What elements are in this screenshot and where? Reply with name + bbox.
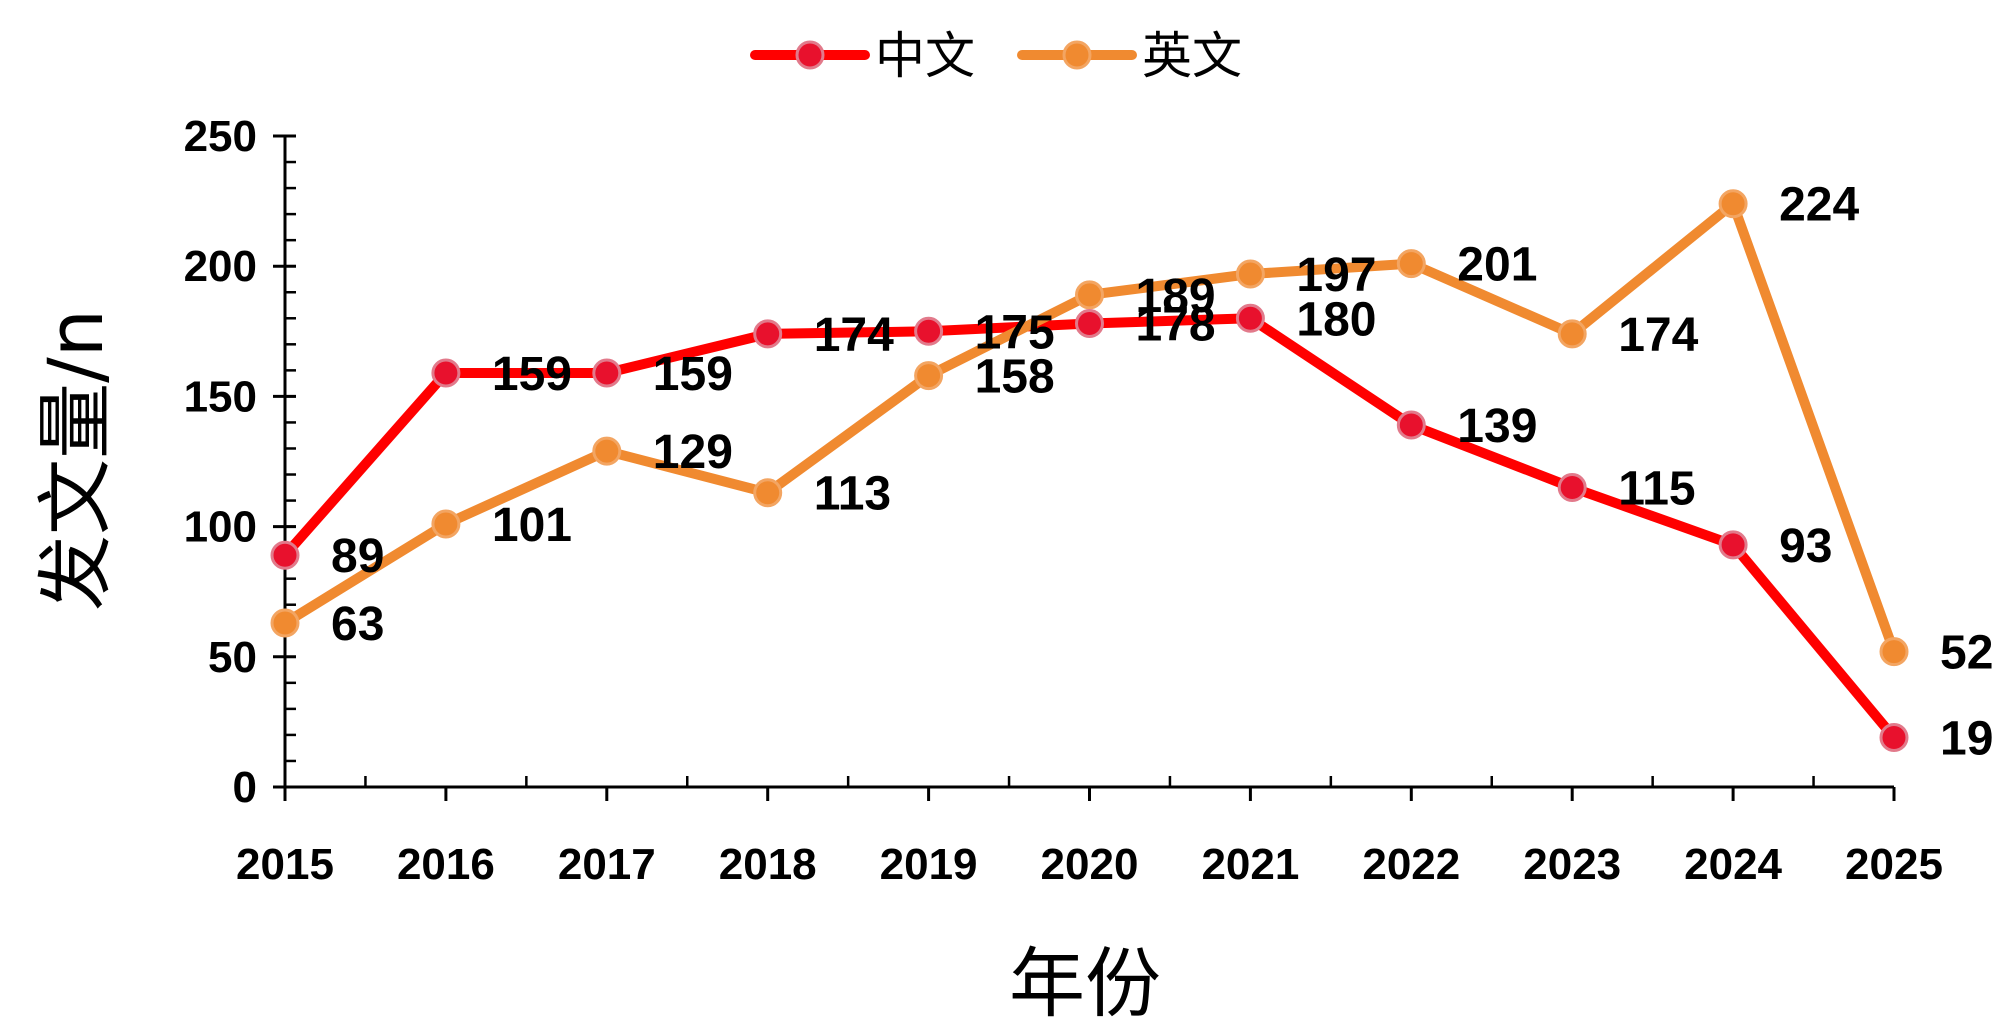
y-tick-label: 250: [184, 112, 257, 161]
data-point-chinese: [1235, 303, 1265, 333]
x-tick-label: 2018: [719, 840, 817, 889]
x-tick-label: 2022: [1362, 840, 1460, 889]
data-point-english: [1879, 637, 1909, 667]
data-label-chinese: 180: [1296, 293, 1376, 346]
data-point-english: [270, 608, 300, 638]
data-point-chinese: [431, 358, 461, 388]
x-tick-label: 2019: [880, 840, 978, 889]
x-tick-label: 2015: [236, 840, 334, 889]
data-label-english: 197: [1296, 249, 1376, 302]
data-point-english: [1557, 319, 1587, 349]
data-labels: 89 159 159 174 175 178 180 139 115 93 19 63 101 129 11…: [331, 179, 1993, 766]
legend-label: 中文: [875, 27, 975, 85]
data-label-chinese: 93: [1779, 520, 1832, 573]
data-point-chinese: [1396, 410, 1426, 440]
data-label-english: 174: [1618, 309, 1698, 362]
data-point-english: [1718, 189, 1748, 219]
data-label-english: 201: [1457, 239, 1537, 292]
x-tick-label: 2017: [558, 840, 656, 889]
data-label-english: 113: [814, 468, 891, 521]
data-label-chinese: 175: [975, 306, 1055, 359]
data-label-english: 63: [331, 598, 384, 651]
data-point-chinese: [1879, 723, 1909, 753]
y-tick-label: 200: [184, 242, 257, 291]
legend-swatch-marker: [795, 40, 825, 70]
legend-label: 英文: [1142, 27, 1242, 85]
legend-swatch-marker: [1062, 40, 1092, 70]
y-tick-label: 50: [208, 633, 257, 682]
axes: 0 50 100 150 200 250 2015 2016 2017 2018 2019 2020 2…: [184, 112, 1943, 889]
legend: 中文 英文: [750, 27, 1242, 85]
data-label-chinese: 178: [1136, 298, 1216, 351]
x-tick-label: 2025: [1845, 840, 1943, 889]
x-tick-label: 2020: [1041, 840, 1139, 889]
x-tick-label: 2016: [397, 840, 495, 889]
data-point-chinese: [592, 358, 622, 388]
x-tick-label: 2021: [1201, 840, 1299, 889]
data-point-english: [1235, 259, 1265, 289]
data-point-english: [1075, 280, 1104, 310]
data-label-chinese: 159: [492, 348, 572, 401]
data-label-chinese: 159: [653, 348, 733, 401]
y-axis-title: 发文量/n: [31, 309, 120, 611]
data-point-chinese: [914, 316, 944, 346]
data-point-english: [431, 509, 461, 539]
y-tick-label: 100: [184, 503, 257, 552]
y-tick-label: 150: [184, 372, 257, 421]
data-label-chinese: 115: [1618, 463, 1695, 516]
markers: [270, 189, 1909, 753]
data-label-chinese: 139: [1457, 400, 1537, 453]
data-point-english: [1396, 249, 1426, 279]
data-point-english: [753, 478, 783, 508]
data-label-chinese: 89: [331, 530, 384, 583]
data-point-chinese: [1075, 308, 1104, 338]
data-label-english: 129: [653, 426, 733, 479]
data-point-chinese: [270, 540, 300, 570]
data-point-chinese: [1557, 473, 1587, 503]
data-label-english: 52: [1940, 627, 1993, 680]
x-axis-title: 年份: [1009, 939, 1161, 1028]
x-tick-label: 2024: [1684, 840, 1782, 889]
data-point-chinese: [1718, 530, 1748, 560]
data-point-english: [914, 361, 944, 391]
data-label-chinese: 174: [814, 309, 894, 362]
data-label-chinese: 19: [1940, 713, 1993, 766]
data-label-english: 158: [975, 351, 1055, 404]
series-line-english: [280, 198, 1899, 657]
data-label-english: 189: [1136, 270, 1216, 323]
data-point-english: [592, 436, 622, 466]
data-label-english: 224: [1779, 179, 1859, 232]
x-tick-label: 2023: [1523, 840, 1621, 889]
y-tick-label: 0: [233, 763, 257, 812]
data-label-english: 101: [492, 499, 572, 552]
data-point-chinese: [753, 319, 783, 349]
